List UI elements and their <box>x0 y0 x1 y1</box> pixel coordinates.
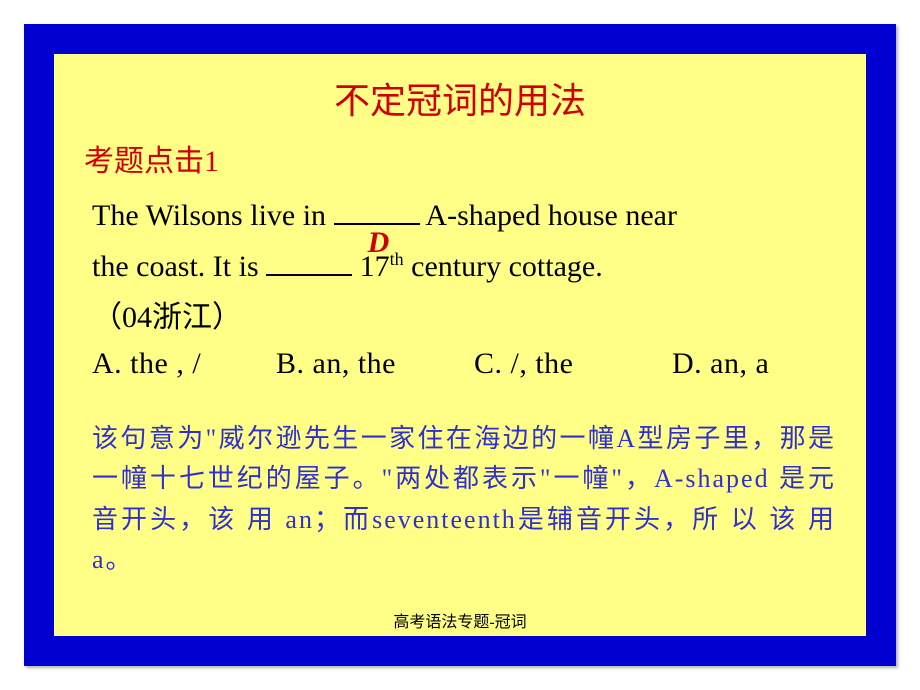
slide-title: 不定冠词的用法 <box>84 72 836 124</box>
q-line2-a: the coast. It is <box>92 250 266 283</box>
question-source: （04浙江） <box>92 301 242 334</box>
q-line2-c: century cottage. <box>404 250 603 283</box>
q-line1-a: The Wilsons live in <box>92 199 334 232</box>
answer-letter: D <box>368 217 390 268</box>
blank-1: D <box>334 223 420 225</box>
option-a: A. the , / <box>92 347 268 381</box>
slide-content: 不定冠词的用法 考题点击1 The Wilsons live in D A-sh… <box>54 54 866 636</box>
explanation-text: 该句意为"威尔逊先生一家住在海边的一幢A型房子里，那是一幢十七世纪的屋子。"两处… <box>92 419 836 580</box>
blank-2 <box>266 274 352 276</box>
q-line1-b: A-shaped house near <box>420 199 677 232</box>
ordinal-sup: th <box>390 249 404 269</box>
question-text: The Wilsons live in D A-shaped house nea… <box>92 190 836 343</box>
option-d: D. an, a <box>672 347 769 381</box>
slide-footer: 高考语法专题-冠词 <box>54 608 866 632</box>
option-c: C. /, the <box>474 347 664 381</box>
option-b: B. an, the <box>276 347 466 381</box>
options-row: A. the , / B. an, the C. /, the D. an, a <box>92 347 836 381</box>
question-label: 考题点击1 <box>84 136 836 180</box>
slide-frame: 不定冠词的用法 考题点击1 The Wilsons live in D A-sh… <box>24 24 896 666</box>
